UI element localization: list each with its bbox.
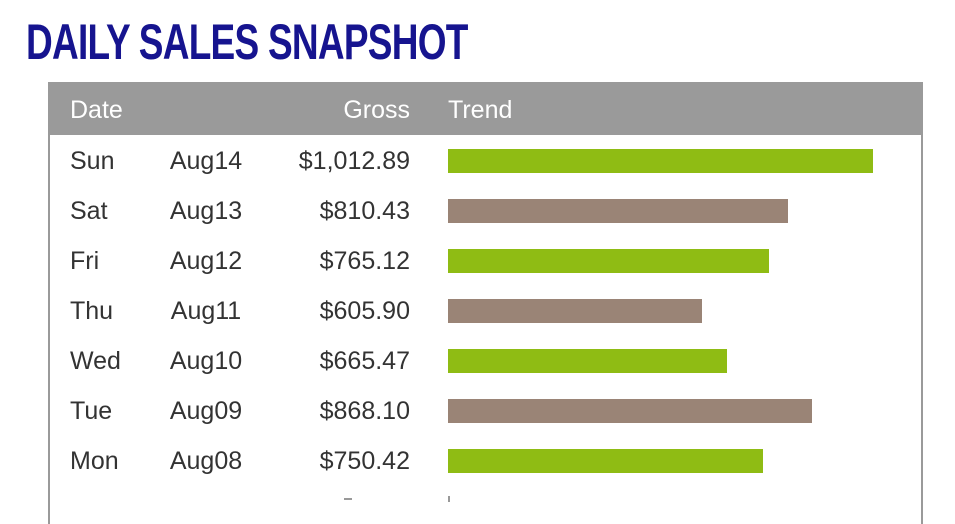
table-row: Thu Aug11 $605.90 — [50, 286, 921, 336]
row-date: Aug11 — [170, 297, 242, 325]
row-day: Thu — [70, 297, 114, 325]
row-gross: $810.43 — [319, 197, 410, 225]
row-day: Fri — [70, 247, 100, 275]
row-day: Sat — [70, 197, 108, 225]
row-gross: $765.12 — [319, 247, 410, 275]
table-row: Tue Aug09 $868.10 — [50, 386, 921, 436]
partial-trend-mark — [448, 496, 450, 502]
trend-bar — [448, 399, 812, 423]
header-trend: Trend — [448, 96, 513, 124]
trend-bar — [448, 449, 763, 473]
row-gross: $750.42 — [319, 447, 410, 475]
row-day: Mon — [70, 447, 119, 475]
row-date: Aug14 — [169, 147, 243, 175]
partial-gross-mark — [344, 498, 352, 500]
header-date: Date — [70, 96, 123, 124]
row-day: Tue — [70, 397, 113, 425]
table-row: Sun Aug14 $1,012.89 — [50, 136, 921, 186]
row-date: Aug10 — [169, 347, 243, 375]
trend-bar — [448, 299, 702, 323]
table-row: Fri Aug12 $765.12 — [50, 236, 921, 286]
table-header: Date Gross Trend — [50, 84, 921, 135]
row-date: Aug13 — [169, 197, 243, 225]
sales-table: Date Gross Trend Sun Aug14 $1,012.89 Sat Aug… — [48, 82, 923, 524]
row-day: Wed — [70, 347, 121, 375]
trend-bar — [448, 199, 788, 223]
row-date: Aug12 — [169, 247, 243, 275]
trend-bar — [448, 149, 873, 173]
row-date: Aug09 — [169, 397, 243, 425]
table-row: Wed Aug10 $665.47 — [50, 336, 921, 386]
table-row: Sat Aug13 $810.43 — [50, 186, 921, 236]
table-row: Mon Aug08 $750.42 — [50, 436, 921, 486]
trend-bar — [448, 249, 769, 273]
row-gross: $605.90 — [319, 297, 410, 325]
trend-bar — [448, 349, 727, 373]
row-gross: $1,012.89 — [298, 147, 410, 175]
row-date: Aug08 — [169, 447, 243, 475]
header-gross: Gross — [343, 96, 410, 124]
page-title: DAILY SALES SNAPSHOT — [26, 14, 468, 70]
row-gross: $665.47 — [319, 347, 410, 375]
row-gross: $868.10 — [319, 397, 410, 425]
row-day: Sun — [70, 147, 115, 175]
table-row-partial — [50, 486, 921, 506]
